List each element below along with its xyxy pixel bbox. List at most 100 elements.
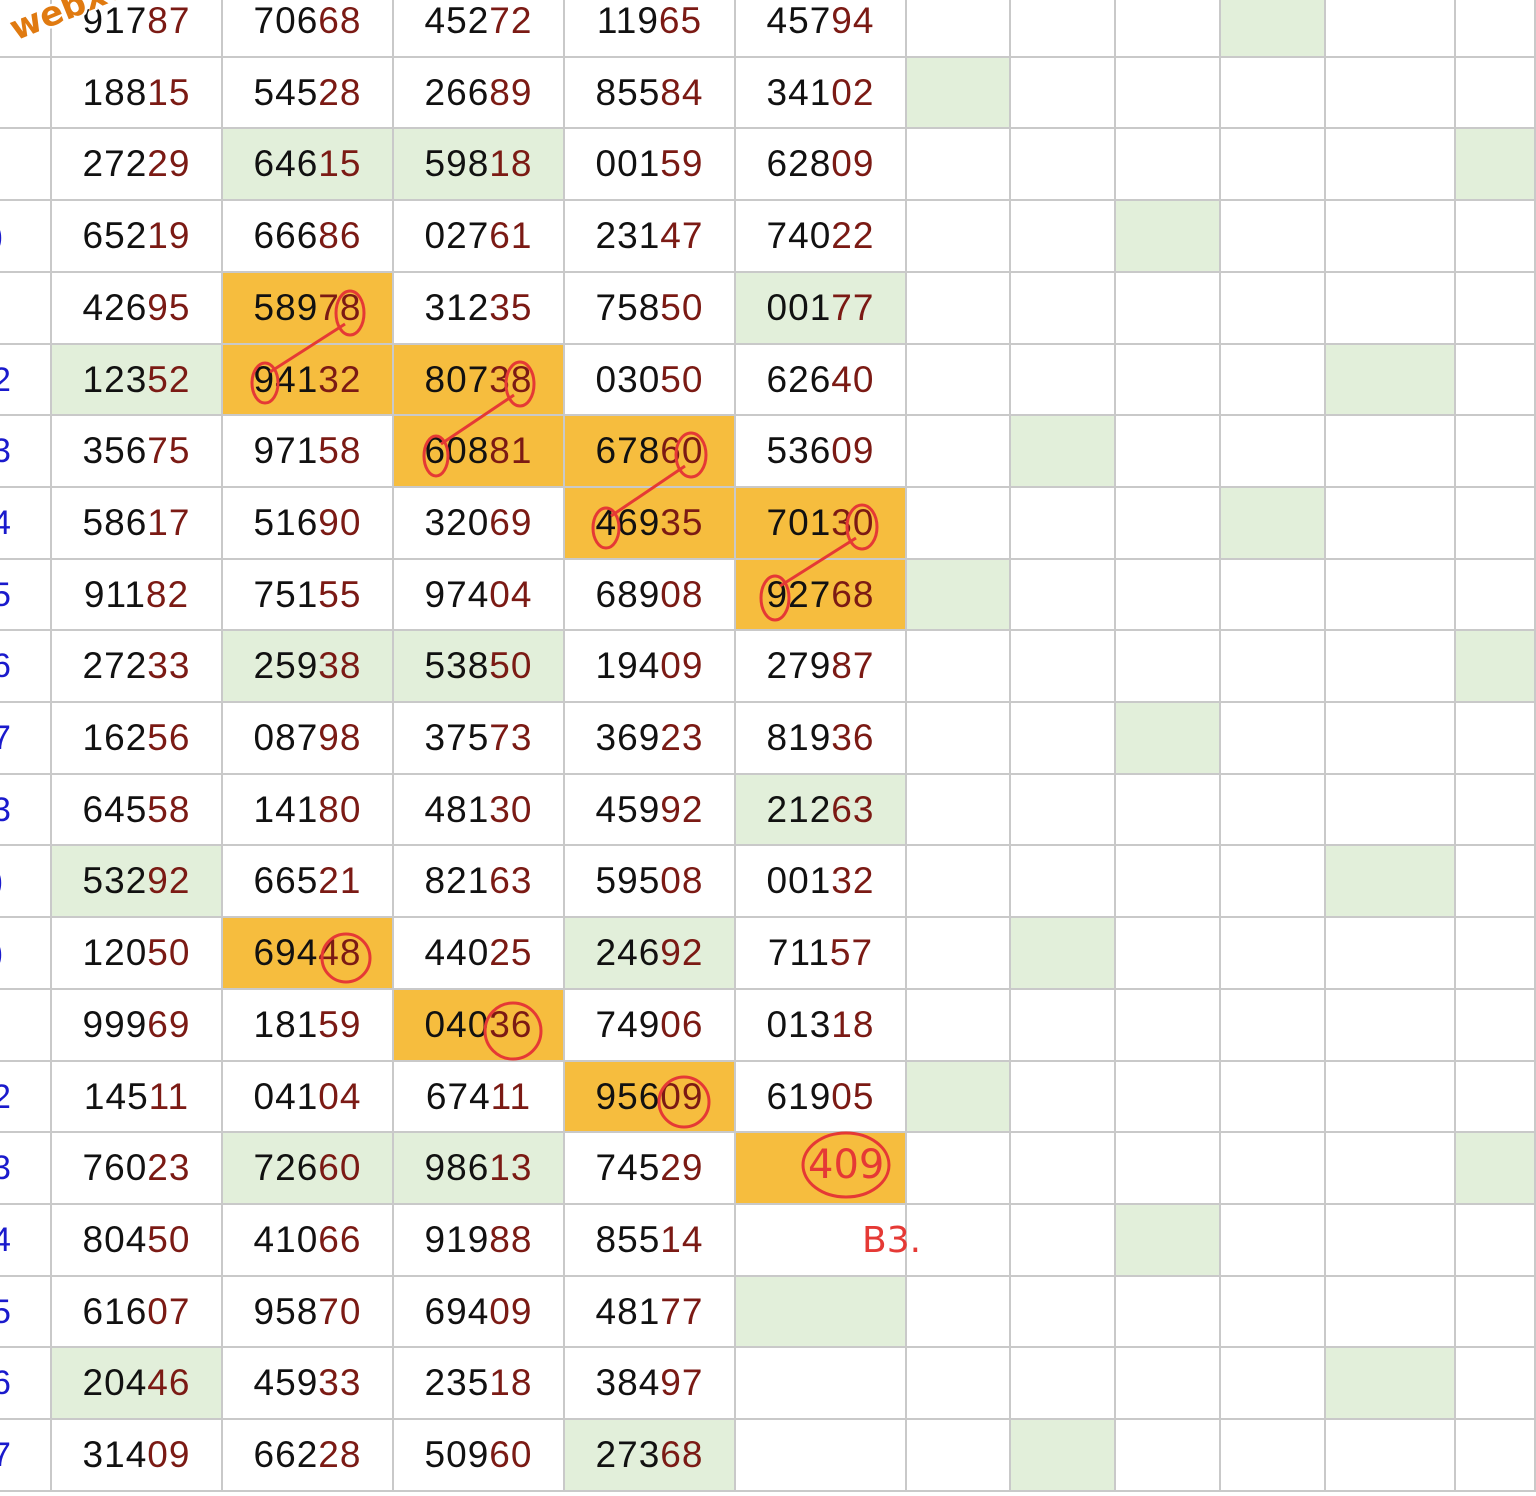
result-cell: 44025 [394, 918, 565, 990]
grid-cell [1221, 775, 1326, 846]
grid-cell [0, 273, 52, 345]
result-cell: 74022 [736, 201, 907, 273]
result-number: 27987 [766, 645, 875, 686]
result-cell: 27229 [52, 129, 223, 201]
grid-cell [1326, 201, 1456, 273]
result-number: 04036 [424, 1004, 533, 1045]
result-cell: 24692 [565, 918, 736, 990]
result-number: 38497 [595, 1362, 704, 1403]
result-number: 45272 [424, 0, 533, 41]
result-number: 18815 [82, 71, 191, 113]
grid-cell [1326, 416, 1456, 488]
grid-cell [1326, 273, 1456, 345]
grid-cell [0, 58, 52, 129]
grid-cell [1116, 488, 1221, 560]
grid-cell [1116, 631, 1221, 703]
grid-cell [1221, 560, 1326, 631]
result-cell: 81936 [736, 703, 907, 775]
grid-cell [1326, 345, 1456, 416]
result-cell: 97158 [223, 416, 394, 488]
result-number: 70668 [253, 0, 362, 41]
result-cell: 85584 [565, 58, 736, 129]
result-cell: 45933 [223, 1348, 394, 1420]
result-number: 27368 [595, 1434, 704, 1475]
result-number: 68908 [595, 573, 704, 615]
grid-cell [1116, 345, 1221, 416]
grid-cell [1116, 1348, 1221, 1420]
result-number: 50960 [424, 1434, 533, 1475]
grid-cell [1011, 990, 1116, 1062]
result-cell: 91787 [52, 0, 223, 58]
grid-cell [1456, 990, 1536, 1062]
grid-cell [907, 345, 1011, 416]
result-cell: 18159 [223, 990, 394, 1062]
result-cell: 04104 [223, 1062, 394, 1133]
grid-cell [907, 1062, 1011, 1133]
result-number: 31409 [82, 1434, 191, 1475]
grid-cell [0, 201, 52, 273]
result-number: 16256 [82, 717, 191, 758]
result-number: 95609 [595, 1075, 704, 1117]
grid-cell [907, 560, 1011, 631]
grid-cell [0, 129, 52, 201]
grid-cell [1116, 560, 1221, 631]
grid-cell [1221, 631, 1326, 703]
grid-cell [1116, 273, 1221, 345]
result-cell: 12352 [52, 345, 223, 416]
result-number: 92768 [766, 573, 875, 615]
grid-cell [0, 990, 52, 1062]
result-number: 41066 [253, 1219, 362, 1260]
grid-cell [1456, 1205, 1536, 1277]
result-cell: 66521 [223, 846, 394, 918]
result-cell: 67860 [565, 416, 736, 488]
result-number: 85584 [595, 71, 704, 113]
result-cell: 92768 [736, 560, 907, 631]
result-cell: 58617 [52, 488, 223, 560]
result-cell: 66228 [223, 1420, 394, 1492]
grid-cell [0, 1420, 52, 1492]
result-number: 14180 [253, 788, 362, 830]
result-cell: 00132 [736, 846, 907, 918]
result-number: 45794 [766, 0, 875, 41]
row-marker: 6 [0, 647, 11, 685]
result-cell: 08798 [223, 703, 394, 775]
result-number: 02761 [424, 215, 533, 256]
result-cell: 00159 [565, 129, 736, 201]
result-cell: 18815 [52, 58, 223, 129]
result-number: 66521 [253, 860, 362, 901]
result-number: 32069 [424, 502, 533, 543]
grid-cell [1011, 1348, 1116, 1420]
result-number: 85514 [595, 1219, 704, 1260]
grid-cell [1011, 201, 1116, 273]
grid-cell [1221, 58, 1326, 129]
result-number: 53292 [82, 860, 191, 901]
grid-cell [907, 631, 1011, 703]
grid-cell [1456, 703, 1536, 775]
result-number: 48177 [595, 1290, 704, 1332]
result-number: 71157 [767, 932, 874, 973]
result-cell: 27233 [52, 631, 223, 703]
result-number: 72660 [253, 1147, 362, 1188]
result-number: 60881 [424, 430, 533, 471]
result-cell: 11965 [565, 0, 736, 58]
result-number: 94132 [253, 358, 362, 400]
row-marker: ) [0, 217, 10, 256]
result-number: 81936 [766, 717, 875, 758]
grid-cell [1326, 990, 1456, 1062]
grid-cell [1221, 345, 1326, 416]
grid-cell [1456, 846, 1536, 918]
result-cell: 80450 [52, 1205, 223, 1277]
grid-cell [907, 1277, 1011, 1348]
result-cell: 62809 [736, 129, 907, 201]
result-cell: 91182 [52, 560, 223, 631]
grid-cell [1221, 918, 1326, 990]
grid-cell [0, 1062, 52, 1133]
result-number: 99969 [82, 1004, 191, 1045]
result-cell: 26689 [394, 58, 565, 129]
result-cell: 82163 [394, 846, 565, 918]
grid-cell [1221, 201, 1326, 273]
result-number: 64558 [82, 788, 191, 830]
grid-cell [1326, 918, 1456, 990]
result-number: 44025 [424, 932, 533, 973]
result-number: 62809 [766, 143, 875, 184]
